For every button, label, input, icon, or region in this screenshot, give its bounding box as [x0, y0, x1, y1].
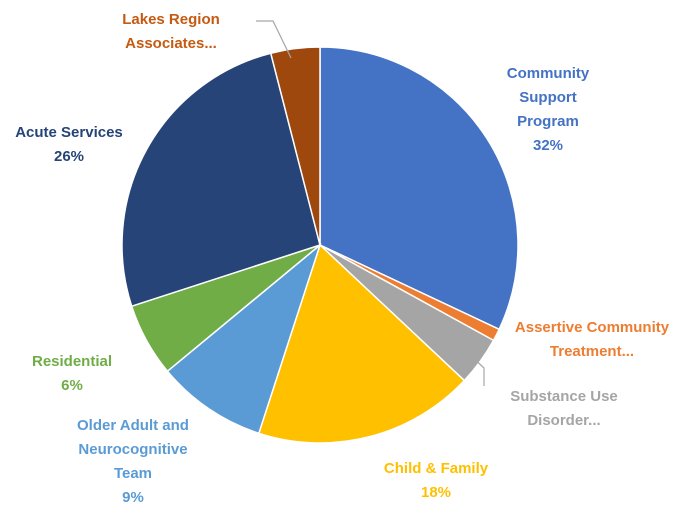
data-label-substance-use-disorder: Substance Use Disorder...	[510, 388, 618, 429]
pie-slice-community-support-program	[319, 46, 519, 331]
data-label-older-adult-and-neurocognitive-team: Older Adult and Neurocognitive Team 9%	[77, 417, 189, 506]
data-label-line: Older Adult and	[77, 417, 189, 434]
data-label-line: Substance Use	[510, 388, 618, 405]
data-label-value: 18%	[421, 484, 451, 501]
data-label-residential: Residential 6%	[32, 353, 112, 394]
data-label-line: Neurocognitive	[78, 441, 187, 458]
leader-line-substance-use-disorder	[469, 354, 485, 386]
data-label-line: Residential	[32, 353, 112, 370]
data-label-line: Child & Family	[384, 460, 489, 477]
data-label-value: 32%	[533, 137, 563, 154]
data-label-line: Assertive Community	[515, 319, 670, 336]
data-label-child-family: Child & Family 18%	[384, 460, 489, 501]
data-label-line: Team	[114, 465, 152, 482]
data-label-community-support-program: Community Support Program 32%	[507, 65, 590, 154]
data-label-value: 6%	[61, 377, 83, 394]
pie-slice-lakes-region-associates	[269, 46, 321, 246]
data-label-lakes-region-associates: Lakes Region Associates...	[122, 11, 220, 52]
data-label-line: Disorder...	[527, 412, 600, 429]
data-label-line: Lakes Region	[122, 11, 220, 28]
data-label-acute-services: Acute Services 26%	[15, 124, 123, 165]
data-label-value: 9%	[122, 489, 144, 506]
data-label-line: Support	[519, 89, 577, 106]
leader-line-lakes-region-associates	[256, 20, 292, 59]
data-label-assertive-community-treatment: Assertive Community Treatment...	[515, 319, 670, 360]
data-label-line: Program	[517, 113, 579, 130]
pie-slice-child-family	[257, 243, 466, 444]
pie-slice-older-adult-and-neurocognitive-team	[166, 242, 322, 435]
data-label-line: Acute Services	[15, 124, 123, 141]
data-label-line: Associates...	[125, 35, 217, 52]
data-label-line: Treatment...	[550, 343, 634, 360]
data-label-value: 26%	[54, 148, 84, 165]
pie-slice-acute-services	[121, 52, 321, 308]
data-label-line: Community	[507, 65, 590, 82]
